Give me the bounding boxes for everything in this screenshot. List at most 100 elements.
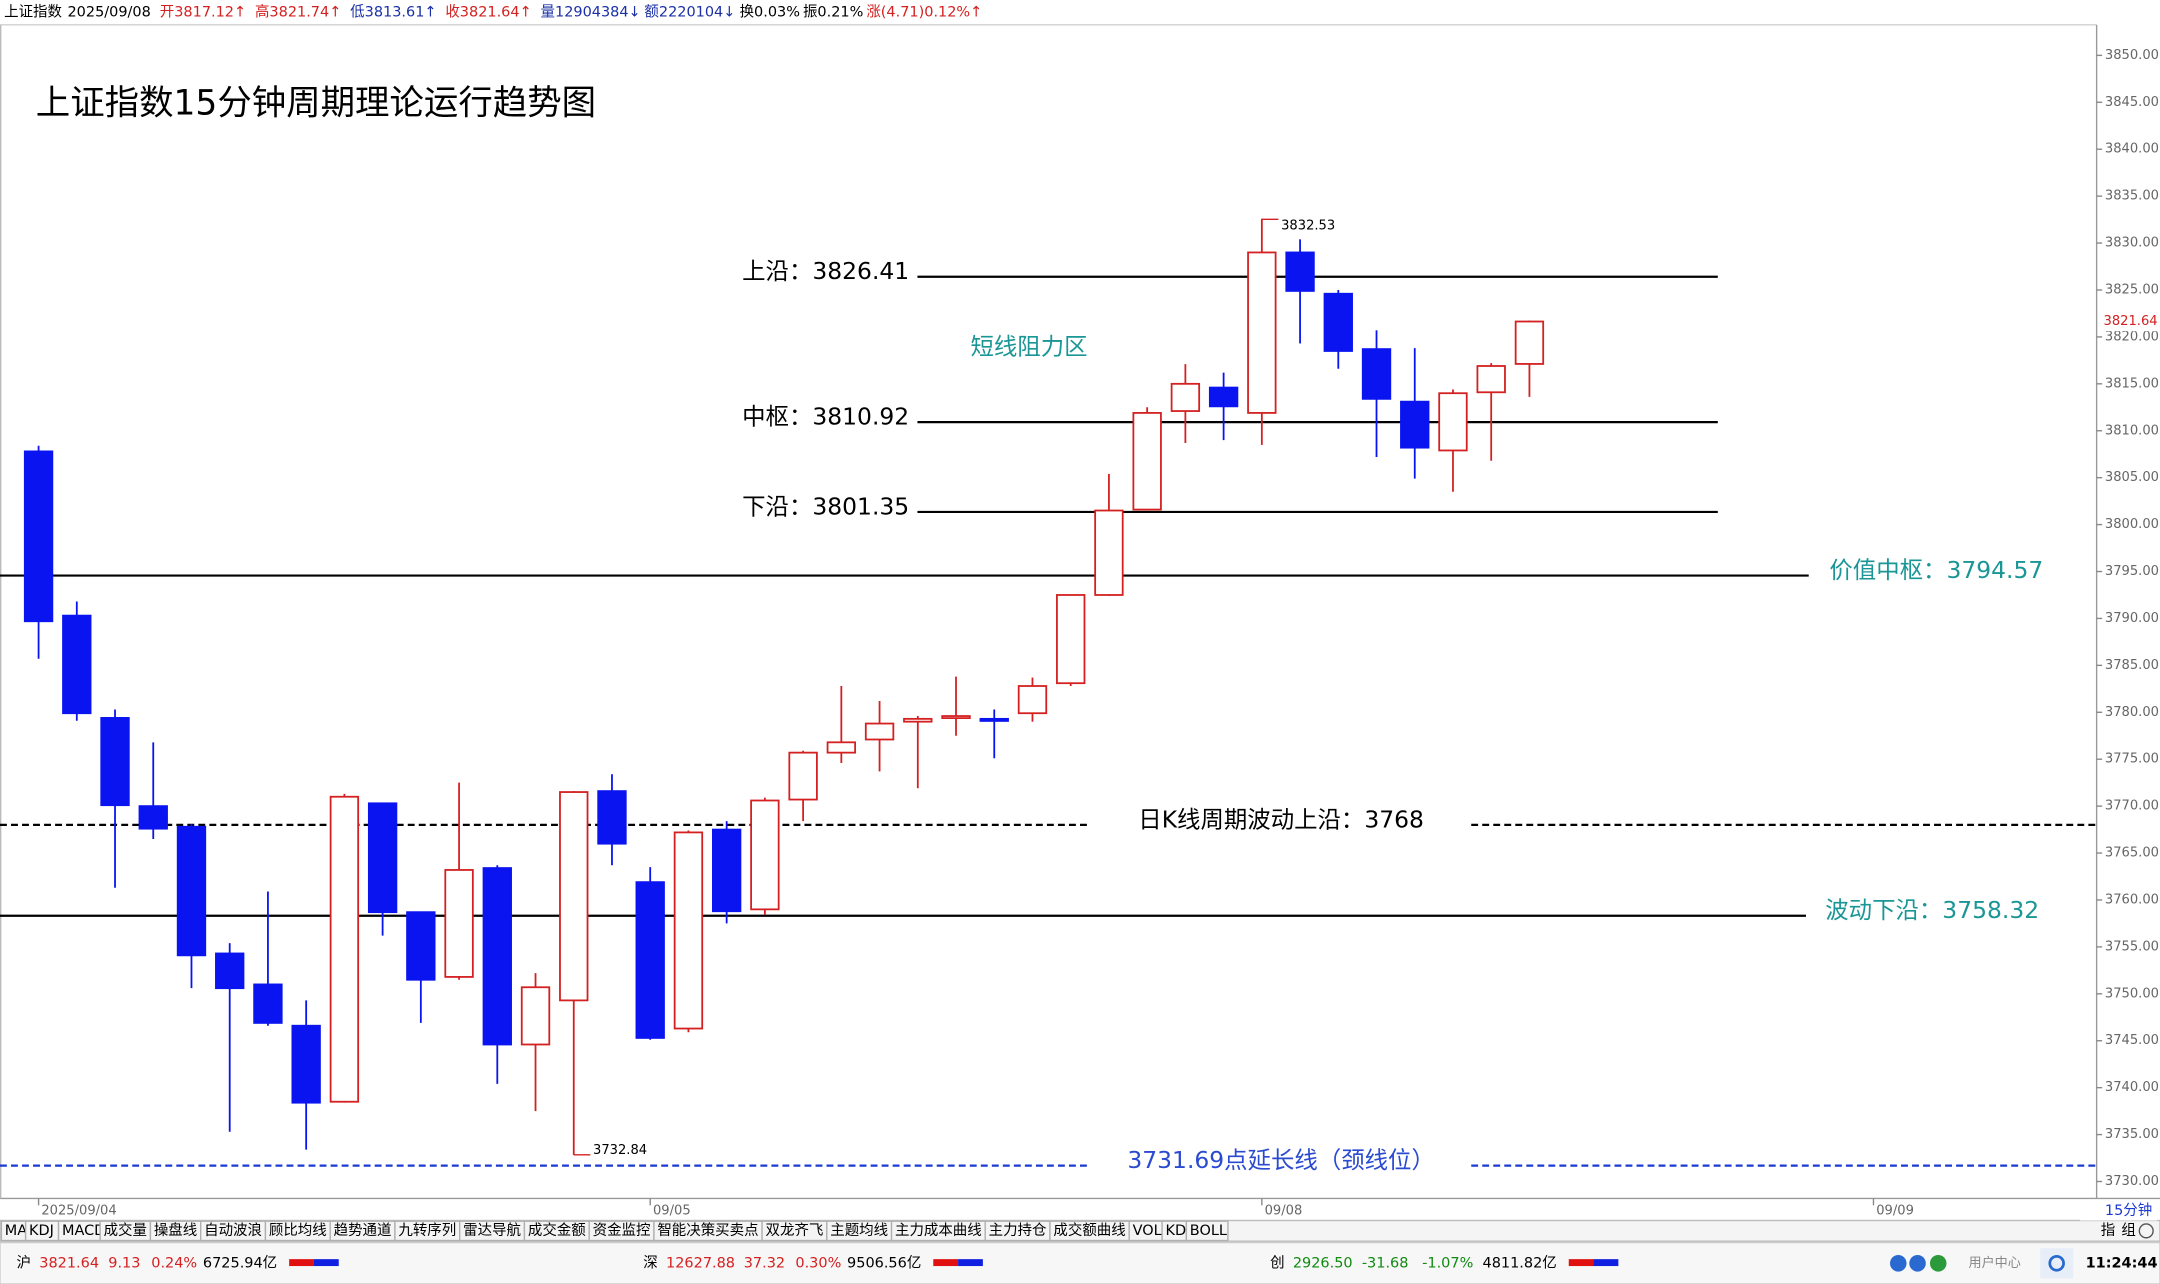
candle-body [1247,251,1277,414]
market-bar-up [933,1259,959,1267]
header-item: 涨(4.71)0.12%↑ [866,3,982,20]
header-item: 2025/09/08 [68,4,151,20]
header-item: 高3821.74↑ [255,3,341,20]
market-item: 37.32 [744,1255,785,1271]
period-label[interactable]: 15分钟 [2105,1202,2152,1219]
market-item: 深 [643,1254,657,1271]
market-item: 3821.64 [39,1255,99,1271]
y-tick-label: 3835.00 [2105,189,2159,204]
header-item: 收3821.64↑ [445,3,531,20]
y-tick-label: 3805.00 [2105,470,2159,485]
y-tick-label: 3745.00 [2105,1033,2159,1048]
market-item: -1.07% [1422,1255,1473,1271]
toolbar-tab-label[interactable]: BOLL [1190,1223,1227,1239]
y-tick-label: 3800.00 [2105,517,2159,532]
market-item: 9506.56亿 [847,1254,921,1271]
reference-label: 价值中枢：3794.57 [1829,556,2043,584]
market-item: 沪 [17,1254,31,1271]
y-tick-label: 3740.00 [2105,1080,2159,1095]
toolbar-tab-label[interactable]: 成交额曲线 [1053,1221,1125,1239]
candle-body [329,795,360,1103]
header-item: 开3817.12↑ [160,4,246,20]
market-item: 0.30% [795,1255,841,1271]
x-tick-label: 09/05 [653,1203,691,1218]
header-bar [0,0,2160,25]
candle-body [291,1024,321,1104]
toolbar-tab-label[interactable]: 成交量 [104,1221,147,1239]
candle-body [1476,365,1506,394]
candle-body [100,717,130,807]
y-tick-label: 3760.00 [2105,892,2159,907]
high-annotation: 3832.53 [1281,219,1335,234]
y-tick-label: 3770.00 [2105,799,2159,814]
candle-body [941,715,971,720]
period-box [2080,1201,2158,1221]
toolbar-add[interactable] [2138,1223,2154,1239]
market-item: 创 [1270,1254,1284,1271]
x-tick-label: 09/09 [1876,1203,1914,1218]
y-tick-label: 3825.00 [2105,282,2159,297]
y-tick-label: 3815.00 [2105,376,2159,391]
toolbar-tab-label[interactable]: 成交金额 [528,1221,586,1239]
reference-label: 中枢：3810.92 [742,402,909,430]
toolbar-tab-label[interactable]: 九转序列 [398,1222,456,1239]
market-item: 2926.50 [1293,1255,1353,1271]
y-tick-label: 3750.00 [2105,986,2159,1001]
toolbar-tab-label[interactable]: 智能决策买卖点 [657,1222,758,1239]
candle-body [138,805,168,830]
candle-body [1170,382,1201,412]
toolbar-tab-label[interactable]: MACD [62,1223,105,1239]
candle-body [597,790,627,845]
y-tick-label: 3780.00 [2105,705,2159,720]
y-tick-label: 3785.00 [2105,658,2159,673]
y-tick-label: 3730.00 [2105,1174,2159,1189]
user-center[interactable]: 用户中心 [1969,1254,2021,1271]
candle-body [62,614,92,715]
y-tick-label: 3845.00 [2105,95,2159,110]
market-item: 4811.82亿 [1483,1254,1557,1271]
toolbar-tab-label[interactable]: MA [5,1223,27,1239]
market-item: -31.68 [1362,1255,1409,1271]
low-annotation: 3732.84 [593,1143,647,1158]
toolbar-tab-label[interactable]: VOL [1133,1223,1162,1239]
toolbar-tab-label[interactable]: 雷达导航 [463,1222,521,1239]
market-bar-up [1568,1259,1594,1267]
toolbar-tab-label[interactable]: 主题均线 [830,1222,888,1239]
candle-body [1056,594,1086,685]
toolbar-tab-label[interactable]: 主力持仓 [989,1222,1047,1239]
candle-body [482,867,512,1046]
toolbar-right[interactable]: 指 [2101,1222,2115,1239]
toolbar-tab-label[interactable]: 资金监控 [593,1222,651,1239]
candle-body [367,802,398,914]
toolbar-tab-label[interactable]: 顾比均线 [269,1222,327,1239]
candle-body [1514,320,1545,365]
last-price: 3821.64 [2104,314,2158,329]
toolbar-tab-label[interactable]: 操盘线 [154,1221,197,1239]
toolbar-right[interactable]: 组 [2121,1222,2135,1239]
chart-title: 上证指数15分钟周期理论运行趋势图 [36,83,596,123]
candle-body [1323,292,1353,352]
toolbar-tab-label[interactable]: KDJ [29,1223,54,1239]
reference-label: 上沿：3826.41 [742,257,909,285]
toolbar-tab[interactable] [1185,1220,1229,1242]
candle-body [826,741,857,754]
toolbar-tab-label[interactable]: 主力成本曲线 [895,1222,982,1239]
candle-body [1361,348,1392,400]
toolbar-tab-label[interactable]: 趋势通道 [334,1222,392,1239]
reference-label: 日K线周期波动上沿：3768 [1138,805,1424,833]
candle-body [444,869,474,978]
y-tick-label: 3810.00 [2105,423,2159,438]
candle-body [1285,251,1315,292]
y-tick-label: 3820.00 [2105,329,2159,344]
header-item: 量12904384↓ [541,4,641,20]
toolbar-tab-label[interactable]: 双龙齐飞 [766,1222,824,1239]
toolbar-tab-label[interactable]: 自动波浪 [204,1222,262,1239]
status-icons [1890,1248,2074,1279]
x-tick-label: 09/08 [1265,1203,1303,1218]
reference-label: 波动下沿：3758.32 [1825,896,2039,924]
market-bar-down [313,1259,339,1267]
toolbar-tab-label[interactable]: KD [1166,1223,1187,1239]
y-tick-label: 3755.00 [2105,939,2159,954]
